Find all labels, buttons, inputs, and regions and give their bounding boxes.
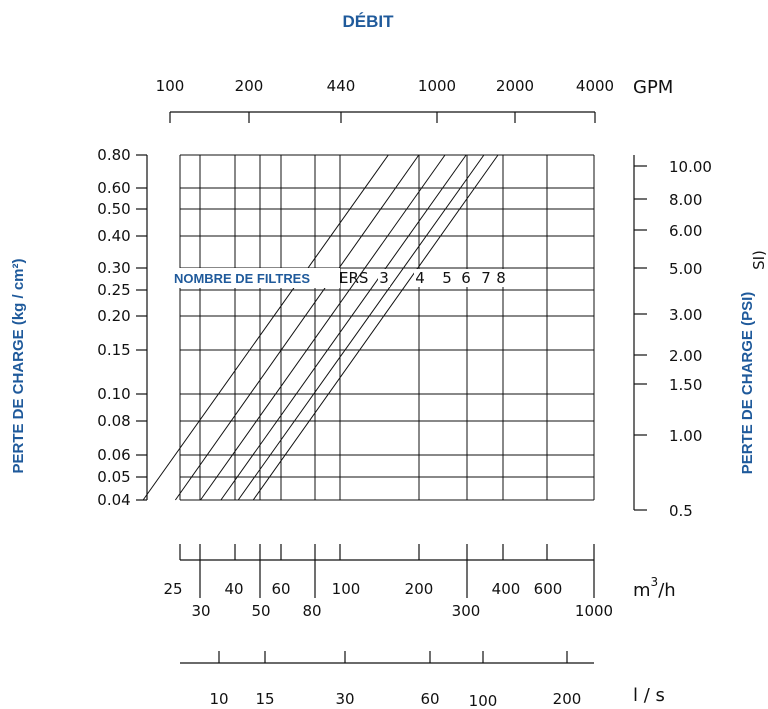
series-line-4 bbox=[174, 154, 420, 501]
ls-tick-label-5: 200 bbox=[553, 690, 582, 708]
m3h-tick-label-2: 40 bbox=[224, 580, 243, 598]
psi-tick-label-6: 1.50 bbox=[669, 376, 702, 394]
series-line-5 bbox=[200, 154, 446, 501]
m3h-tick-label-7: 200 bbox=[405, 580, 434, 598]
psi-axis: 10.00 8.00 6.00 5.00 3.00 2.00 1.50 1.00 0.5 bbox=[633, 155, 712, 520]
m3h-tick-label-6: 100 bbox=[332, 580, 361, 598]
m3h-tick-label-5: 80 bbox=[302, 602, 321, 620]
gpm-tick-label-4: 2000 bbox=[496, 77, 534, 95]
gpm-tick-label-3: 1000 bbox=[418, 77, 456, 95]
m3h-unit-label: m3/h bbox=[633, 575, 676, 601]
left-axis-title: PERTE DE CHARGE (kg / cm²) bbox=[10, 258, 27, 473]
kg-tick-label-12: 0.04 bbox=[97, 491, 130, 509]
kg-tick-label-1: 0.60 bbox=[97, 179, 130, 197]
series-label-7: 7 bbox=[481, 269, 491, 287]
kg-tick-label-4: 0.30 bbox=[97, 259, 130, 277]
kg-tick-label-9: 0.08 bbox=[97, 412, 130, 430]
kg-tick-label-3: 0.40 bbox=[97, 227, 130, 245]
psi-tick-label-5: 2.00 bbox=[669, 347, 702, 365]
ls-tick-label-3: 60 bbox=[420, 690, 439, 708]
ls-tick-label-4: 100 bbox=[469, 692, 498, 709]
m3h-tick-label-11: 1000 bbox=[575, 602, 613, 620]
series-label-bg-3 bbox=[378, 269, 390, 287]
kg-tick-label-5: 0.25 bbox=[97, 281, 130, 299]
right-axis-title-fragment: SI) bbox=[750, 250, 768, 270]
gpm-tick-label-2: 440 bbox=[327, 77, 356, 95]
psi-tick-label-4: 3.00 bbox=[669, 306, 702, 324]
psi-tick-label-7: 1.00 bbox=[669, 427, 702, 445]
gpm-unit-label: GPM bbox=[633, 77, 673, 98]
psi-tick-label-3: 5.00 bbox=[669, 260, 702, 278]
m3h-tick-label-9: 400 bbox=[492, 580, 521, 598]
gpm-tick-label-0: 100 bbox=[156, 77, 185, 95]
kg-tick-label-0: 0.80 bbox=[97, 146, 130, 164]
series-label-3: 3 bbox=[379, 269, 389, 287]
psi-tick-label-0: 10.00 bbox=[669, 158, 712, 176]
series-line-6 bbox=[220, 154, 467, 501]
gpm-tick-label-5: 4000 bbox=[576, 77, 614, 95]
m3h-tick-label-0: 25 bbox=[163, 580, 182, 598]
filter-count-lines bbox=[142, 154, 499, 501]
series-label-bg-6 bbox=[460, 269, 472, 287]
kg-tick-label-6: 0.20 bbox=[97, 307, 130, 325]
series-line-8 bbox=[252, 154, 499, 501]
legend-fragment: ERS bbox=[339, 269, 368, 287]
psi-tick-label-1: 8.00 bbox=[669, 191, 702, 209]
right-axis-title: PERTE DE CHARGE (PSI) bbox=[739, 292, 756, 475]
series-label-5: 5 bbox=[442, 269, 452, 287]
chart-title: DÉBIT bbox=[343, 12, 395, 31]
series-line-7 bbox=[237, 154, 485, 501]
m3h-tick-label-10: 600 bbox=[534, 580, 563, 598]
ls-tick-label-0: 10 bbox=[209, 690, 228, 708]
gpm-axis: 100 200 440 1000 2000 4000 bbox=[156, 77, 614, 123]
series-label-bg-8 bbox=[495, 269, 507, 287]
series-label-bg-7 bbox=[480, 269, 492, 287]
m3h-tick-label-8: 300 bbox=[452, 602, 481, 620]
ls-tick-label-1: 15 bbox=[255, 690, 274, 708]
series-label-8: 8 bbox=[496, 269, 506, 287]
chart-grid bbox=[179, 154, 595, 501]
m3h-unit-suffix: /h bbox=[658, 580, 675, 601]
series-line-3 bbox=[142, 154, 389, 501]
ls-tick-label-2: 30 bbox=[335, 690, 354, 708]
ls-axis: 10 15 30 60 100 200 bbox=[180, 651, 594, 709]
m3h-unit-sup: 3 bbox=[651, 575, 659, 589]
kg-cm2-axis: 0.80 0.60 0.50 0.40 0.30 0.25 0.20 0.15 0.10 0.08… bbox=[97, 146, 148, 509]
legend-title: NOMBRE DE FILTRES bbox=[174, 271, 310, 286]
ls-unit-label: l / s bbox=[633, 685, 665, 706]
series-label-4: 4 bbox=[415, 269, 425, 287]
psi-tick-label-2: 6.00 bbox=[669, 222, 702, 240]
series-label-bg-5 bbox=[441, 269, 453, 287]
series-label-bg-4 bbox=[414, 269, 426, 287]
kg-tick-label-8: 0.10 bbox=[97, 385, 130, 403]
m3h-unit-base: m bbox=[633, 580, 651, 601]
kg-tick-label-11: 0.05 bbox=[97, 468, 130, 486]
series-label-6: 6 bbox=[461, 269, 471, 287]
legend-title-background bbox=[168, 268, 340, 288]
kg-tick-label-2: 0.50 bbox=[97, 200, 130, 218]
m3h-tick-label-3: 50 bbox=[251, 602, 270, 620]
psi-tick-label-8: 0.5 bbox=[669, 502, 693, 520]
gpm-tick-label-1: 200 bbox=[235, 77, 264, 95]
kg-tick-label-7: 0.15 bbox=[97, 341, 130, 359]
kg-tick-label-10: 0.06 bbox=[97, 446, 130, 464]
m3h-tick-label-4: 60 bbox=[271, 580, 290, 598]
m3h-tick-label-1: 30 bbox=[191, 602, 210, 620]
